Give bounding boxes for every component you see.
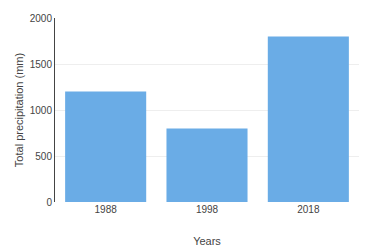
svg-text:1000: 1000 (30, 105, 53, 116)
svg-text:1998: 1998 (196, 204, 219, 215)
svg-text:Years: Years (193, 235, 221, 247)
svg-text:Total precipitation (mm): Total precipitation (mm) (13, 53, 25, 167)
svg-text:2000: 2000 (30, 13, 53, 24)
svg-text:1500: 1500 (30, 59, 53, 70)
svg-text:500: 500 (35, 151, 52, 162)
svg-text:1988: 1988 (95, 204, 118, 215)
svg-text:2018: 2018 (297, 204, 320, 215)
svg-text:0: 0 (46, 197, 52, 208)
